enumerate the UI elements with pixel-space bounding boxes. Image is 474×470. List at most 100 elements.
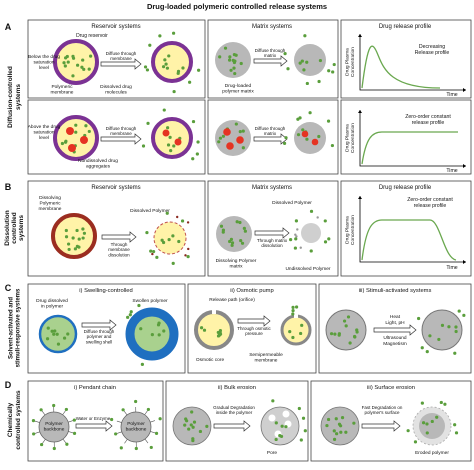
particle — [331, 144, 334, 147]
particle — [181, 66, 184, 69]
particle — [352, 422, 355, 425]
label: polymer matrix — [222, 89, 254, 95]
label: level — [39, 65, 49, 71]
particle — [158, 34, 161, 37]
particle — [289, 238, 292, 241]
particle — [443, 403, 446, 406]
particle — [55, 117, 97, 159]
particle — [327, 237, 330, 240]
particle — [300, 324, 303, 327]
particle — [130, 310, 133, 313]
particle — [222, 231, 225, 234]
section-side-label: controlled — [11, 212, 18, 243]
label: Concentration — [350, 47, 356, 77]
particle — [196, 140, 199, 143]
particle — [283, 142, 286, 145]
particle — [74, 131, 77, 134]
particle — [317, 80, 320, 83]
particle — [46, 337, 49, 340]
particle — [122, 408, 125, 411]
particle — [275, 438, 278, 441]
column-header: Reservoir systems — [91, 185, 140, 191]
particle — [454, 325, 457, 328]
particle — [291, 336, 294, 339]
particle — [275, 421, 278, 424]
particle — [71, 55, 74, 58]
particle — [53, 215, 95, 257]
label: backbone — [44, 427, 65, 433]
particle — [134, 400, 137, 403]
particle — [339, 431, 342, 434]
pendant-chain — [124, 411, 127, 415]
particle — [231, 244, 234, 247]
particle — [294, 233, 296, 235]
particle — [316, 216, 318, 218]
particle — [462, 314, 465, 317]
label: inside the polymer — [216, 410, 253, 415]
label: Polymer — [45, 421, 63, 427]
pendant-chain — [42, 439, 45, 443]
particle — [271, 399, 274, 402]
particle — [155, 432, 158, 435]
label: Drug dissolved — [36, 298, 68, 304]
particle — [88, 68, 91, 71]
label: matrix — [229, 264, 243, 270]
particle — [241, 242, 244, 245]
particle — [302, 417, 305, 420]
arrow — [102, 232, 136, 242]
particle — [232, 66, 235, 69]
label: saturation — [33, 60, 54, 66]
particle — [218, 333, 221, 336]
particle — [220, 225, 223, 228]
particle — [148, 44, 151, 47]
particle — [239, 130, 242, 133]
arrow — [255, 228, 289, 238]
section-side-label: controlled systems — [15, 390, 22, 450]
particle — [191, 157, 194, 160]
title: Drug-loaded polymeric controlled release… — [147, 2, 327, 11]
particle — [71, 74, 74, 77]
particle — [65, 229, 68, 232]
label: molecules — [105, 90, 127, 96]
particle — [190, 423, 193, 426]
label: Water or Enzyme — [76, 416, 111, 421]
particle — [146, 68, 149, 71]
particle — [81, 227, 84, 230]
particle — [302, 68, 305, 71]
particle — [155, 256, 158, 259]
particle — [295, 305, 298, 308]
label: Drug Plasma — [344, 216, 350, 244]
label: Magnetism — [383, 341, 406, 347]
particle — [145, 231, 148, 234]
particle — [166, 212, 169, 215]
particle — [110, 418, 113, 421]
particle — [52, 404, 55, 407]
particle — [181, 219, 184, 222]
particle — [333, 333, 336, 336]
label: Drug Plasma — [344, 48, 350, 76]
particle — [447, 325, 450, 328]
release-curve — [362, 132, 458, 164]
particle — [338, 334, 341, 337]
particle — [422, 421, 425, 424]
particle — [353, 335, 356, 338]
particle — [222, 135, 225, 138]
label: swelling shell — [86, 339, 113, 344]
pendant-chain — [63, 411, 66, 415]
particle — [47, 327, 50, 330]
particle — [62, 61, 65, 64]
particle — [310, 210, 313, 213]
particle — [301, 223, 321, 243]
particle — [166, 126, 169, 129]
label: Drug reservoir — [76, 33, 108, 39]
particle — [326, 310, 366, 350]
particle — [283, 52, 286, 55]
section-side-label: systems — [15, 84, 22, 110]
arrow — [76, 421, 112, 431]
label: matrix — [264, 53, 277, 58]
label: Time — [446, 168, 457, 174]
particle — [82, 68, 85, 71]
particle — [188, 81, 191, 84]
particle — [278, 434, 281, 437]
